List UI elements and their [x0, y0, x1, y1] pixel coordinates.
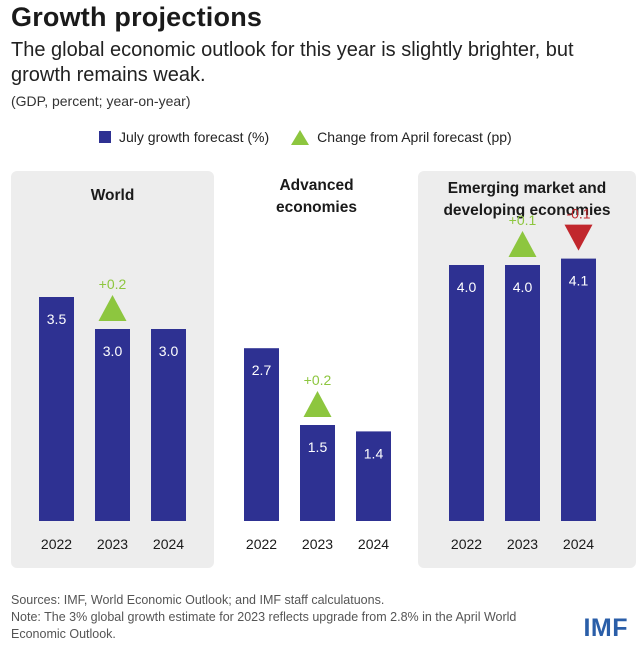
panel2-bar-2024	[356, 431, 391, 521]
panel2-value-label-2024: 1.4	[364, 445, 384, 461]
legend-triangle-label: Change from April forecast (pp)	[317, 129, 512, 145]
sources-text: Sources: IMF, World Economic Outlook; an…	[11, 593, 385, 607]
chart-title: Growth projections	[11, 2, 263, 32]
panel2-change-label-2023: +0.2	[304, 372, 332, 388]
panel1-title-line1: World	[91, 187, 135, 204]
panel3-bar-2022	[449, 265, 484, 521]
panel2-tick-2023: 2023	[302, 536, 333, 552]
panel3-change-triangle-2024	[564, 224, 593, 251]
panel3-value-label-2022: 4.0	[457, 279, 477, 295]
panel1-value-label-2022: 3.5	[47, 311, 67, 327]
panel1-change-triangle-2023	[98, 295, 127, 321]
panel1-tick-2023: 2023	[97, 536, 128, 552]
panel3-change-label-2024: -0.1	[566, 206, 590, 222]
panel3-bar-2024	[561, 258, 596, 521]
panel3-change-triangle-2023	[508, 231, 537, 257]
panel3-value-label-2024: 4.1	[569, 273, 589, 289]
panel2-bar-2023	[300, 425, 335, 521]
chart-subtitle: The global economic outlook for this yea…	[11, 39, 574, 86]
units-note: (GDP, percent; year-on-year)	[11, 93, 191, 109]
footnote: Sources: IMF, World Economic Outlook; an…	[11, 592, 531, 643]
legend-bar-swatch	[99, 131, 111, 143]
imf-logo: IMF	[583, 614, 628, 642]
panel2-tick-2022: 2022	[246, 536, 277, 552]
panel3-value-label-2023: 4.0	[513, 279, 533, 295]
panel2-tick-2024: 2024	[358, 536, 389, 552]
panel1-change-label-2023: +0.2	[99, 276, 127, 292]
panel3-title-line1: Emerging market and	[448, 180, 607, 197]
panel1-tick-2022: 2022	[41, 536, 72, 552]
panel3-title-line2: developing economies	[443, 202, 610, 219]
panel1-bar-2024	[151, 329, 186, 521]
panel1-value-label-2024: 3.0	[159, 343, 179, 359]
legend-triangle-icon	[291, 129, 310, 145]
legend-bar-label: July growth forecast (%)	[119, 129, 270, 145]
panel2-title-line2: economies	[276, 199, 357, 216]
panel1-tick-2024: 2024	[153, 536, 184, 552]
legend: July growth forecast (%) Change from Apr…	[99, 129, 512, 145]
panel3-change-label-2023: +0.1	[509, 212, 537, 228]
panel3-tick-2024: 2024	[563, 536, 594, 552]
panel2-bar-2022	[244, 348, 279, 521]
panel2-value-label-2022: 2.7	[252, 362, 272, 378]
panel1-value-label-2023: 3.0	[103, 343, 123, 359]
panel2-value-label-2023: 1.5	[308, 439, 328, 455]
panel1-bar-2022	[39, 297, 74, 521]
panel2-change-triangle-2023	[303, 391, 332, 417]
note-text: Note: The 3% global growth estimate for …	[11, 610, 517, 641]
panel3-bar-2023	[505, 265, 540, 521]
panel1-bar-2023	[95, 329, 130, 521]
panel2-title-line1: Advanced	[279, 177, 353, 194]
bar-chart: World 3.5 2022 3.0 2023 3.0 2024 +0.2 Advanced ec…	[11, 171, 636, 568]
panel3-tick-2023: 2023	[507, 536, 538, 552]
panel3-tick-2022: 2022	[451, 536, 482, 552]
